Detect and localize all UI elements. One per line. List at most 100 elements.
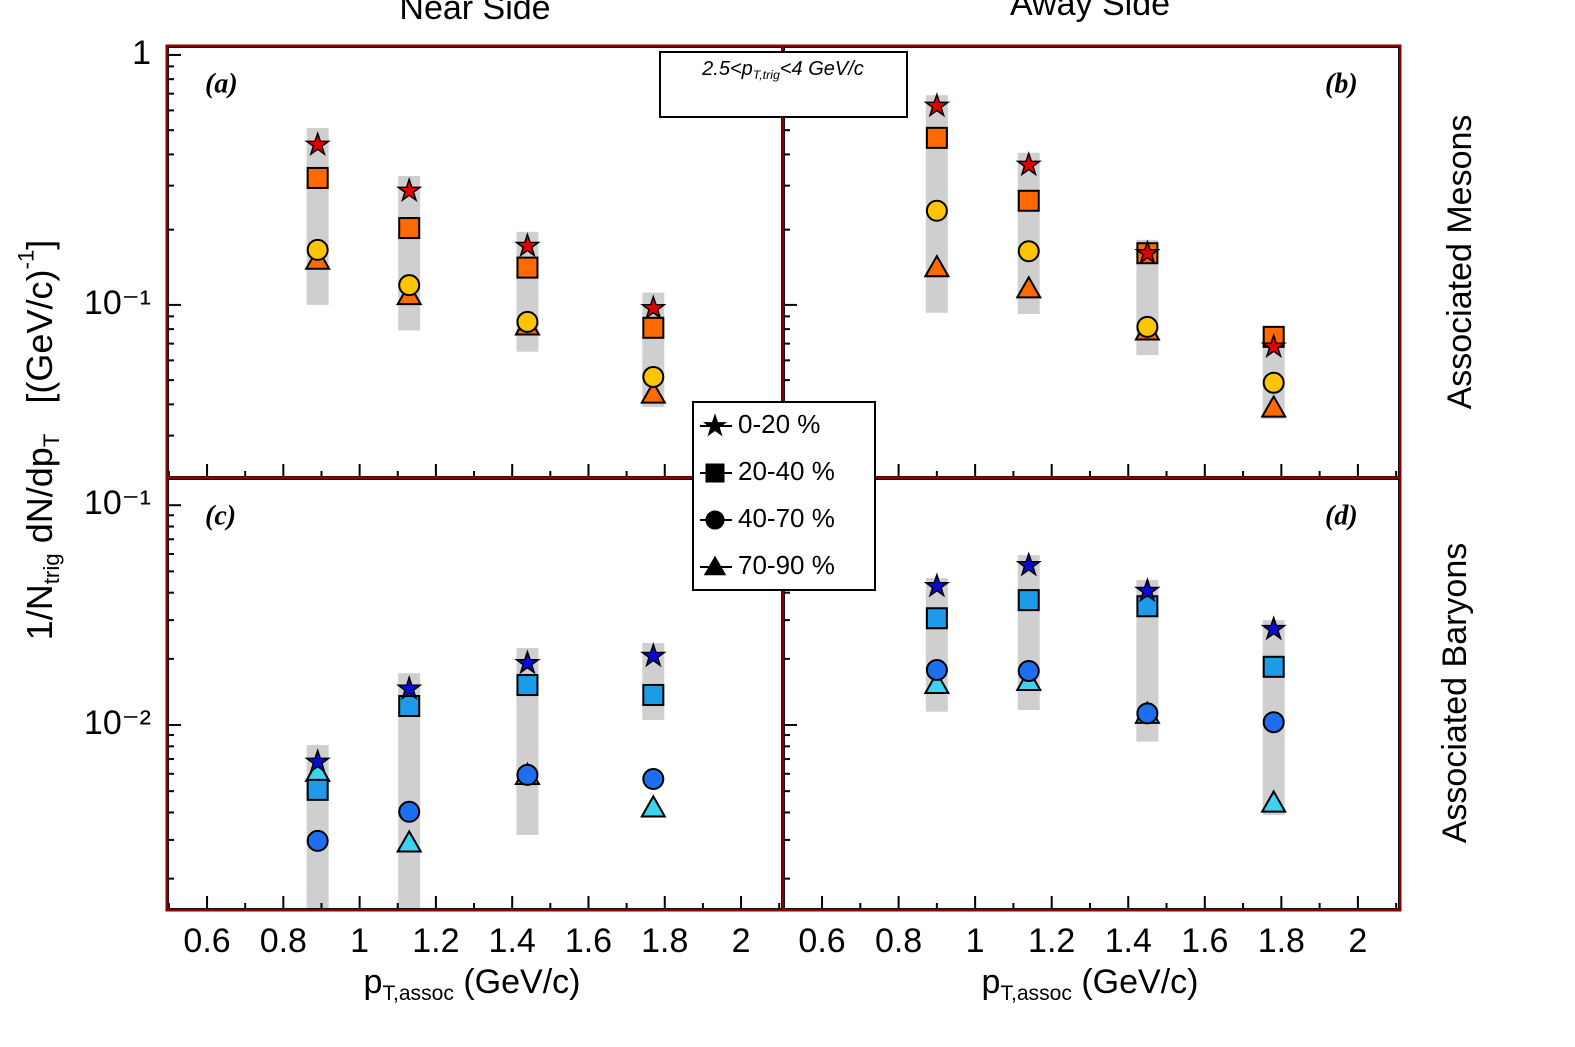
marker-circle xyxy=(306,238,329,261)
text-segment: dN/dp xyxy=(19,447,60,553)
row-title: Associated Mesons xyxy=(1441,115,1479,410)
marker-circle xyxy=(1017,240,1040,263)
x-tick-label: 0.6 xyxy=(183,922,230,960)
text-segment: ] xyxy=(19,240,60,250)
marker-circle xyxy=(925,199,948,222)
marker-triangle xyxy=(703,555,727,576)
marker-star xyxy=(1015,151,1042,177)
panel: 0.6 0.8 1 1.2 1.4 1.6 1.8 2 10⁻¹ 10⁻² (c) xyxy=(84,484,781,960)
x-tick-label: 2 xyxy=(1348,922,1367,960)
marker-circle xyxy=(1262,711,1285,734)
annotation-box xyxy=(659,51,908,118)
marker-star xyxy=(396,176,423,202)
x-tick-label: 1.2 xyxy=(1028,922,1075,960)
marker-square xyxy=(925,607,948,630)
marker-triangle xyxy=(923,254,951,278)
text-segment: trig xyxy=(39,553,64,584)
text-segment: (GeV/c) xyxy=(454,963,581,1001)
column-title: Away Side xyxy=(1010,0,1170,23)
marker-star xyxy=(923,572,951,598)
x-tick-label: 0.8 xyxy=(260,922,307,960)
marker-circle xyxy=(398,274,421,297)
text-segment: p xyxy=(982,963,1001,1001)
marker-triangle xyxy=(1260,394,1287,418)
marker-circle xyxy=(705,510,725,530)
panel: (b) xyxy=(782,53,1398,478)
marker-triangle xyxy=(640,380,667,404)
panel-label: (a) xyxy=(205,68,238,99)
text-segment: T,trig xyxy=(753,68,780,82)
marker-circle xyxy=(925,658,948,681)
y-tick-label: 10⁻¹ xyxy=(84,284,151,322)
legend-label: 70-90 % xyxy=(738,550,835,580)
x-tick-label: 1 xyxy=(966,922,985,960)
y-tick-label: 10⁻¹ xyxy=(84,484,151,522)
rich-text: pT,assoc (GeV/c) xyxy=(364,963,581,1005)
x-tick-label: 2 xyxy=(732,922,751,960)
marker-triangle xyxy=(1015,275,1042,299)
marker-star xyxy=(703,413,727,437)
marker-triangle xyxy=(395,829,423,853)
marker-square xyxy=(306,166,329,189)
x-tick-label: 1.4 xyxy=(1105,922,1152,960)
marker-square xyxy=(1017,189,1040,212)
panel-label: (b) xyxy=(1325,68,1358,99)
marker-star xyxy=(1260,615,1287,641)
x-tick-label: 0.6 xyxy=(798,922,845,960)
panel-frame-inner xyxy=(168,479,782,909)
systematic-band xyxy=(1136,579,1159,742)
marker-triangle xyxy=(923,670,951,695)
text-segment: p xyxy=(364,963,383,1001)
text-segment: [(GeV/c) xyxy=(19,270,60,434)
x-tick-label: 1.6 xyxy=(565,922,612,960)
marker-circle xyxy=(642,768,665,791)
marker-star xyxy=(1015,551,1042,577)
rich-text: 2.5<pT,trig<4 GeV/c xyxy=(701,58,864,82)
row-title: Associated Baryons xyxy=(1436,543,1474,844)
marker-square xyxy=(705,463,725,483)
x-tick-label: 1.6 xyxy=(1181,922,1228,960)
y-tick-label: 10⁻² xyxy=(84,704,151,742)
text-segment: T,assoc xyxy=(1000,982,1071,1005)
marker-square xyxy=(1262,655,1285,678)
systematic-band xyxy=(398,175,421,331)
x-tick-label: 0.8 xyxy=(875,922,922,960)
marker-square xyxy=(306,778,329,801)
panel-label: (c) xyxy=(205,500,236,531)
y-tick-label: 1 xyxy=(132,34,151,72)
marker-star xyxy=(1134,577,1161,603)
marker-square xyxy=(1017,589,1040,612)
text-segment: 2.5<p xyxy=(701,58,753,80)
marker-triangle xyxy=(1260,789,1287,813)
marker-square xyxy=(925,126,948,149)
marker-star xyxy=(304,130,331,157)
marker-circle xyxy=(1136,315,1159,338)
marker-square xyxy=(398,695,421,718)
marker-square xyxy=(642,683,665,706)
marker-circle xyxy=(1262,371,1285,394)
marker-star xyxy=(640,294,667,320)
rich-text: pT,assoc (GeV/c) xyxy=(982,963,1199,1005)
legend-label: 40-70 % xyxy=(738,503,835,533)
x-tick-label: 1.8 xyxy=(641,922,688,960)
panel: 1 10⁻¹ (a) xyxy=(84,34,781,478)
marker-square xyxy=(516,674,539,697)
marker-circle xyxy=(516,310,539,333)
marker-square xyxy=(642,316,665,339)
marker-star xyxy=(640,642,667,668)
marker-square xyxy=(516,256,539,279)
x-tick-label: 1.4 xyxy=(489,922,536,960)
marker-star xyxy=(514,649,541,675)
marker-circle xyxy=(306,829,329,852)
marker-star xyxy=(1260,332,1287,358)
panel-label: (d) xyxy=(1325,500,1358,531)
text-segment: T xyxy=(39,433,64,447)
marker-circle xyxy=(398,800,421,823)
marker-square xyxy=(398,217,421,240)
panel-frame xyxy=(781,476,1402,912)
x-tick-label: 1.2 xyxy=(412,922,459,960)
marker-star xyxy=(1134,239,1161,265)
marker-circle xyxy=(516,763,539,786)
text-segment: -1 xyxy=(13,250,38,270)
marker-circle xyxy=(1136,702,1159,725)
